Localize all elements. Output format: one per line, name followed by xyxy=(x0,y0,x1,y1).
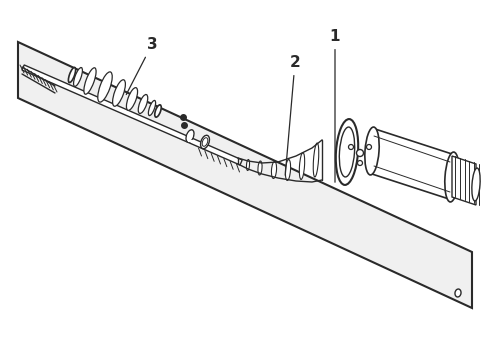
Text: 2: 2 xyxy=(285,55,300,175)
Ellipse shape xyxy=(339,127,355,177)
Ellipse shape xyxy=(313,143,319,177)
Ellipse shape xyxy=(472,168,480,201)
Ellipse shape xyxy=(84,68,96,94)
Ellipse shape xyxy=(155,105,161,117)
Ellipse shape xyxy=(445,152,459,202)
Ellipse shape xyxy=(188,132,193,140)
Polygon shape xyxy=(452,156,476,205)
Ellipse shape xyxy=(148,100,156,116)
Ellipse shape xyxy=(285,159,291,180)
Ellipse shape xyxy=(113,80,125,106)
Polygon shape xyxy=(18,42,472,308)
Ellipse shape xyxy=(358,161,363,166)
Ellipse shape xyxy=(200,135,209,149)
Ellipse shape xyxy=(299,153,305,180)
Ellipse shape xyxy=(126,87,138,111)
Ellipse shape xyxy=(258,161,262,175)
Ellipse shape xyxy=(186,130,194,142)
Ellipse shape xyxy=(138,95,148,113)
Ellipse shape xyxy=(348,144,353,149)
Ellipse shape xyxy=(74,68,82,86)
Ellipse shape xyxy=(69,67,75,82)
Ellipse shape xyxy=(202,138,208,146)
Polygon shape xyxy=(372,128,452,200)
Ellipse shape xyxy=(367,144,371,149)
Ellipse shape xyxy=(365,127,379,175)
Text: 1: 1 xyxy=(330,29,340,182)
Ellipse shape xyxy=(271,162,276,179)
Text: 3: 3 xyxy=(126,37,157,95)
Ellipse shape xyxy=(246,159,249,171)
Ellipse shape xyxy=(357,149,364,157)
Ellipse shape xyxy=(98,72,112,102)
Polygon shape xyxy=(22,65,242,165)
Ellipse shape xyxy=(336,119,358,185)
Ellipse shape xyxy=(455,289,461,297)
